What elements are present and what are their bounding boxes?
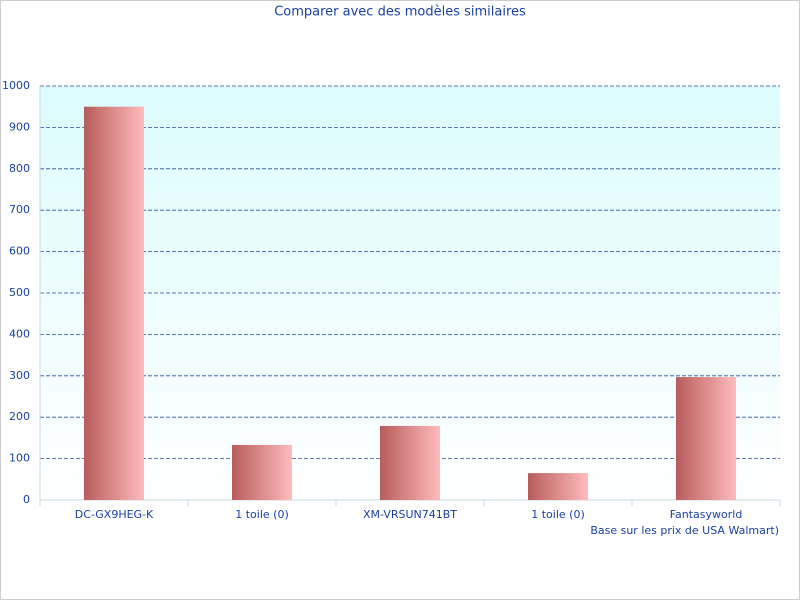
y-tick-label: 400 <box>9 327 30 340</box>
footnote: Base sur les prix de USA Walmart) <box>590 524 779 537</box>
y-tick-label: 0 <box>23 493 30 506</box>
bar <box>232 444 292 500</box>
y-tick-label: 100 <box>9 452 30 465</box>
bar <box>380 425 440 500</box>
y-tick-label: 900 <box>9 120 30 133</box>
y-tick-label: 600 <box>9 245 30 258</box>
y-tick-label: 700 <box>9 203 30 216</box>
y-tick-label: 800 <box>9 162 30 175</box>
x-tick-label: DC-GX9HEG-K <box>75 508 154 521</box>
bar <box>676 377 736 500</box>
bar <box>528 473 588 500</box>
y-tick-label: 1000 <box>2 79 30 92</box>
y-tick-label: 200 <box>9 410 30 423</box>
bar <box>84 106 144 500</box>
x-tick-label: XM-VRSUN741BT <box>363 508 457 521</box>
x-tick-label: 1 toile (0) <box>235 508 289 521</box>
x-tick-label: 1 toile (0) <box>531 508 585 521</box>
y-tick-label: 300 <box>9 369 30 382</box>
x-tick-label: Fantasyworld <box>670 508 743 521</box>
chart-title: Comparer avec des modèles similaires <box>274 5 526 20</box>
y-tick-label: 500 <box>9 286 30 299</box>
